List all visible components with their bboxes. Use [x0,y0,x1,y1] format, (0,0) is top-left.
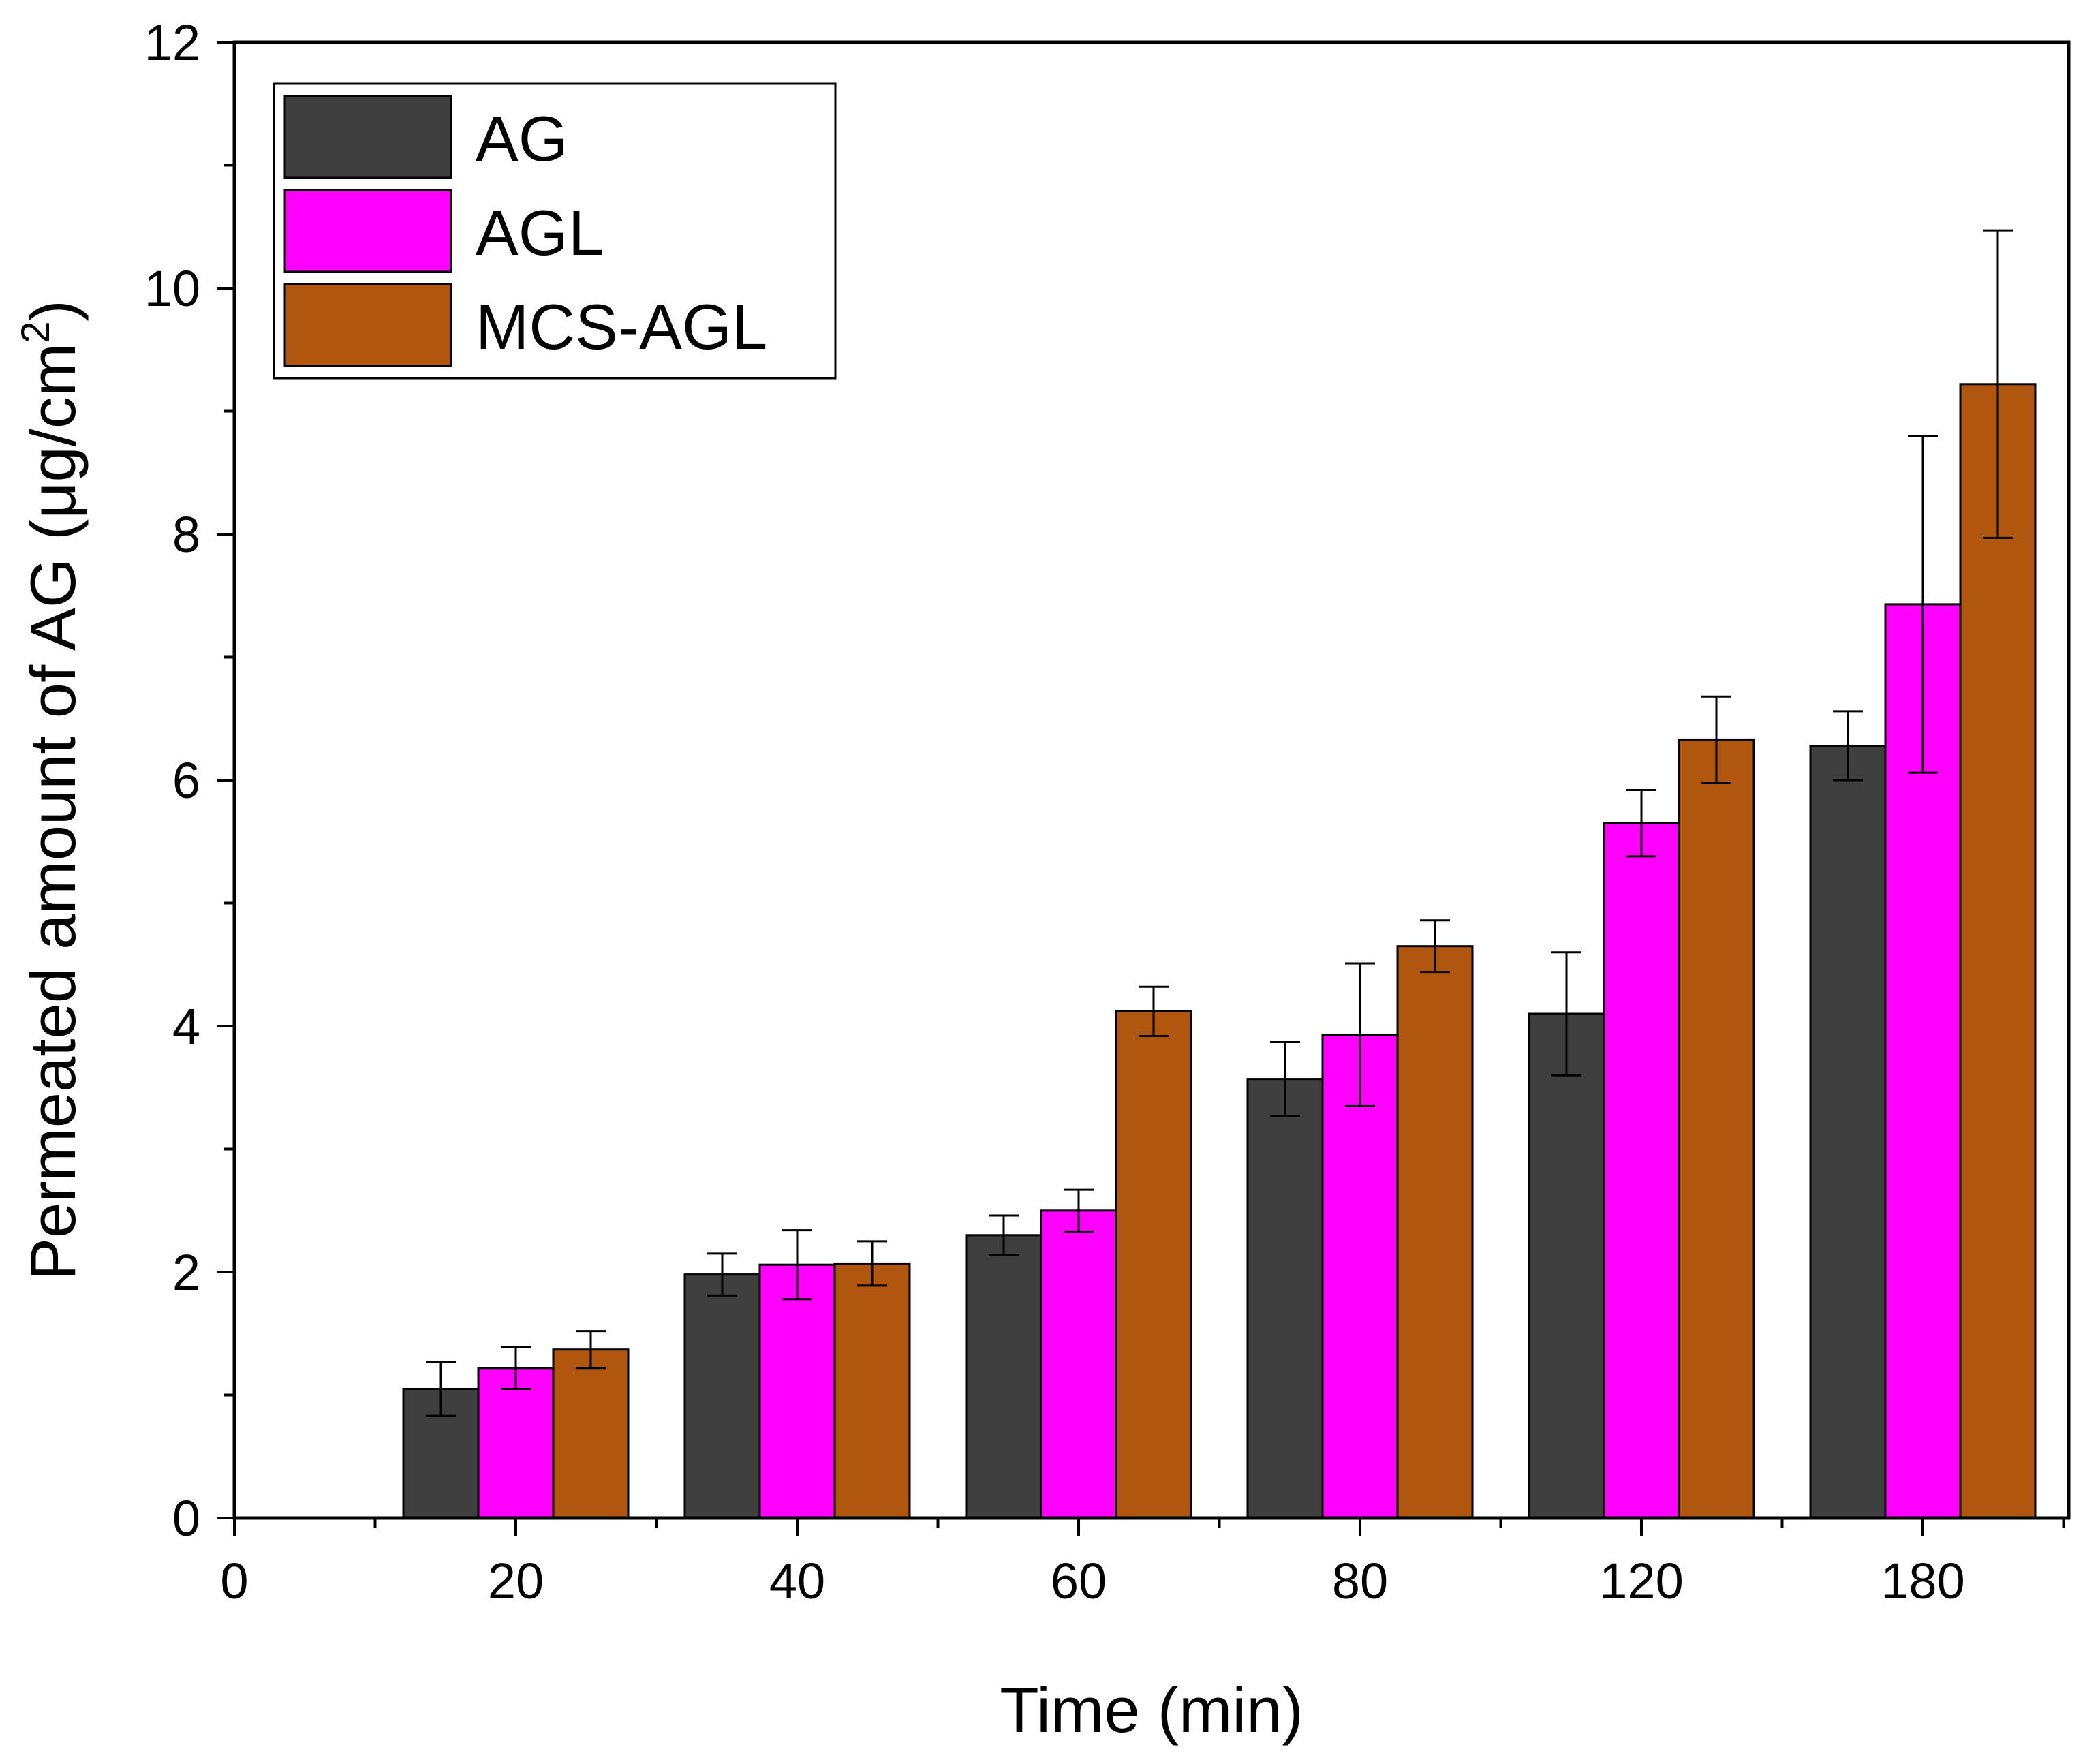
legend-label-agl: AGL [476,197,604,268]
legend-label-ag: AG [476,103,568,174]
legend: AG AGL MCS-AGL [273,82,837,380]
x-tick-label-20: 20 [488,1553,544,1609]
bar-ag-80 [1246,1078,1324,1519]
bar-mcs-agl-180 [1959,383,2037,1519]
bar-agl-40 [758,1263,836,1519]
error-bars-layer [426,229,2013,1417]
y-tick-label-0: 0 [172,1490,200,1547]
legend-items: AG AGL MCS-AGL [283,95,767,367]
y-tick-label-6: 6 [172,752,200,809]
x-tick-label-80: 80 [1332,1553,1388,1609]
bars-layer [402,383,2037,1519]
bar-agl-80 [1321,1034,1399,1519]
y-axis-title-main: Permeated amount of AG (μg/cm [17,343,89,1281]
x-tick-label-60: 60 [1051,1553,1107,1609]
legend-swatch-ag [283,95,452,179]
bar-agl-120 [1603,822,1680,1519]
x-axis-title: Time (min) [1000,1674,1303,1746]
axes-layer [217,40,2071,1536]
x-tick-label-40: 40 [769,1553,825,1609]
y-tick-label-12: 12 [144,14,200,71]
y-tick-label-4: 4 [172,998,200,1055]
x-tick-label-180: 180 [1881,1553,1964,1609]
bar-ag-180 [1809,745,1887,1519]
y-axis-title-close: ) [17,300,89,321]
y-tick-label-10: 10 [144,260,200,317]
bar-agl-60 [1040,1209,1117,1519]
legend-label-mcs-agl: MCS-AGL [476,291,767,362]
bar-ag-120 [1528,1012,1605,1519]
bar-mcs-agl-20 [552,1348,630,1519]
bar-mcs-agl-120 [1678,738,1755,1519]
y-tick-label-8: 8 [172,506,200,563]
x-tick-label-0: 0 [220,1553,248,1609]
bar-mcs-agl-40 [833,1262,911,1519]
x-tick-label-120: 120 [1599,1553,1683,1609]
bar-mcs-agl-60 [1115,1010,1192,1519]
bar-ag-60 [965,1234,1042,1519]
legend-swatch-agl [283,189,452,273]
y-axis-title-superscript: 2 [14,322,58,343]
y-axis-title: Permeated amount of AG (μg/cm2) [14,300,89,1281]
y-tick-label-2: 2 [172,1244,200,1301]
legend-swatch-mcs-agl [283,283,452,367]
bar-ag-40 [683,1273,761,1519]
bar-mcs-agl-80 [1396,945,1474,1519]
bar-agl-20 [477,1367,555,1519]
